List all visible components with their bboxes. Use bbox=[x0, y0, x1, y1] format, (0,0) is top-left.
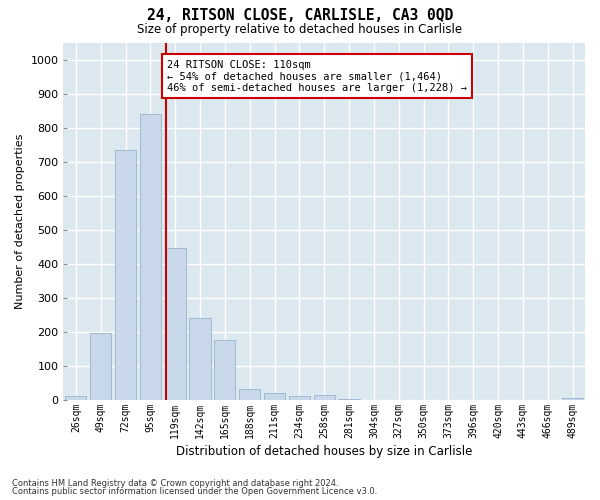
Bar bbox=[164, 248, 186, 400]
Text: 24, RITSON CLOSE, CARLISLE, CA3 0QD: 24, RITSON CLOSE, CARLISLE, CA3 0QD bbox=[147, 8, 453, 22]
Bar bbox=[314, 395, 335, 400]
Bar bbox=[115, 150, 136, 400]
Bar bbox=[338, 399, 359, 400]
Bar bbox=[190, 318, 211, 400]
Bar bbox=[562, 398, 583, 400]
Bar bbox=[90, 333, 111, 400]
X-axis label: Distribution of detached houses by size in Carlisle: Distribution of detached houses by size … bbox=[176, 444, 472, 458]
Text: 24 RITSON CLOSE: 110sqm
← 54% of detached houses are smaller (1,464)
46% of semi: 24 RITSON CLOSE: 110sqm ← 54% of detache… bbox=[167, 60, 467, 92]
Text: Size of property relative to detached houses in Carlisle: Size of property relative to detached ho… bbox=[137, 22, 463, 36]
Bar bbox=[214, 340, 235, 400]
Bar bbox=[239, 390, 260, 400]
Bar bbox=[140, 114, 161, 400]
Bar bbox=[65, 396, 86, 400]
Text: Contains HM Land Registry data © Crown copyright and database right 2024.: Contains HM Land Registry data © Crown c… bbox=[12, 478, 338, 488]
Bar bbox=[289, 396, 310, 400]
Y-axis label: Number of detached properties: Number of detached properties bbox=[15, 134, 25, 308]
Bar bbox=[264, 392, 285, 400]
Text: Contains public sector information licensed under the Open Government Licence v3: Contains public sector information licen… bbox=[12, 487, 377, 496]
